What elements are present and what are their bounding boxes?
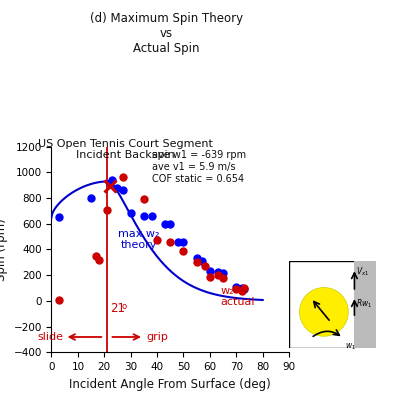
- Text: $V_{x1}$: $V_{x1}$: [356, 266, 369, 278]
- Text: $w_1$: $w_1$: [345, 341, 356, 352]
- Circle shape: [299, 287, 348, 336]
- Bar: [354, 261, 376, 348]
- X-axis label: Incident Angle From Surface (deg): Incident Angle From Surface (deg): [69, 378, 271, 391]
- Text: $Rw_1$: $Rw_1$: [356, 298, 373, 310]
- Text: (d) Maximum Spin Theory
vs
Actual Spin: (d) Maximum Spin Theory vs Actual Spin: [90, 12, 243, 55]
- Text: US Open Tennis Court Segment
Incident Backspin: US Open Tennis Court Segment Incident Ba…: [38, 139, 213, 160]
- Y-axis label: Spin (rpm): Spin (rpm): [0, 218, 8, 281]
- Text: slide: slide: [37, 332, 63, 342]
- Text: grip: grip: [147, 332, 168, 342]
- Text: max w₂
theory: max w₂ theory: [118, 229, 159, 251]
- Text: w₂
actual: w₂ actual: [221, 286, 255, 307]
- Text: ave w1 = -639 rpm
ave v1 = 5.9 m/s
COF static = 0.654: ave w1 = -639 rpm ave v1 = 5.9 m/s COF s…: [152, 150, 246, 184]
- Text: o: o: [122, 302, 127, 310]
- Text: 21: 21: [110, 302, 126, 315]
